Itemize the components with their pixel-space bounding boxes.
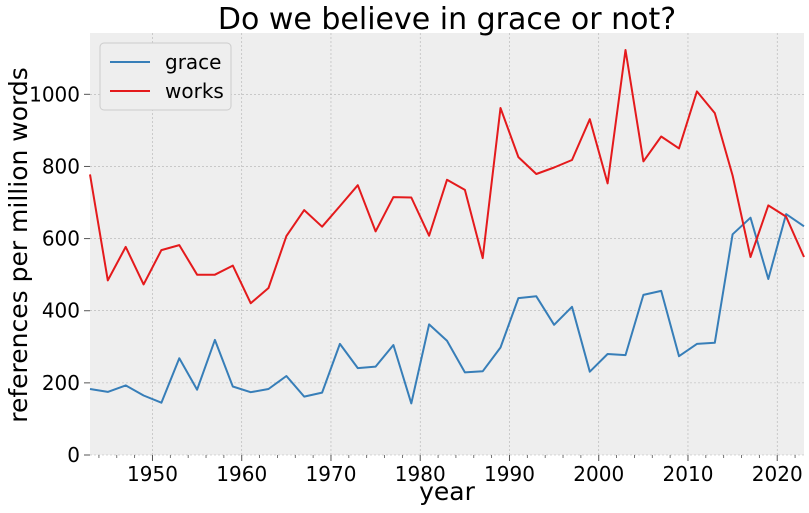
x-tick-label: 1970 [306,462,357,486]
y-tick-label: 200 [42,371,80,395]
y-tick-label: 0 [67,443,80,467]
x-tick-label: 2020 [752,462,803,486]
y-tick-label: 600 [42,227,80,251]
y-tick-label: 800 [42,154,80,178]
x-tick-label: 2000 [573,462,624,486]
y-tick-label: 400 [42,299,80,323]
chart-title: Do we believe in grace or not? [218,2,676,37]
grid [90,33,804,456]
x-axis-label: year [419,477,475,506]
x-tick-label: 2010 [663,462,714,486]
y-axis-ticks: 0 200 400 600 800 1000 [29,82,90,467]
x-tick-label: 1950 [127,462,178,486]
series-lines [89,49,805,405]
y-axis-label: references per million words [4,67,33,423]
series-line-grace [89,213,805,405]
x-tick-label: 1990 [484,462,535,486]
legend: grace works [99,42,232,111]
y-tick-label: 1000 [29,82,80,106]
x-axis-ticks: 1950 1960 1970 1980 1990 2000 2010 2020 [98,455,803,486]
legend-label-grace: grace [165,50,221,74]
legend-label-works: works [165,79,224,103]
series-line-works [89,49,805,305]
legend-box [99,42,232,111]
x-tick-label: 1980 [395,462,446,486]
x-tick-label: 1960 [216,462,267,486]
